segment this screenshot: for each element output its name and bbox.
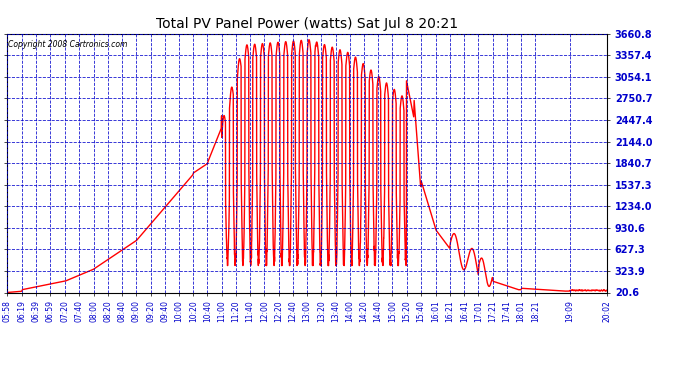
Title: Total PV Panel Power (watts) Sat Jul 8 20:21: Total PV Panel Power (watts) Sat Jul 8 2… <box>156 17 458 31</box>
Text: Copyright 2008 Cartronics.com: Copyright 2008 Cartronics.com <box>8 40 128 49</box>
